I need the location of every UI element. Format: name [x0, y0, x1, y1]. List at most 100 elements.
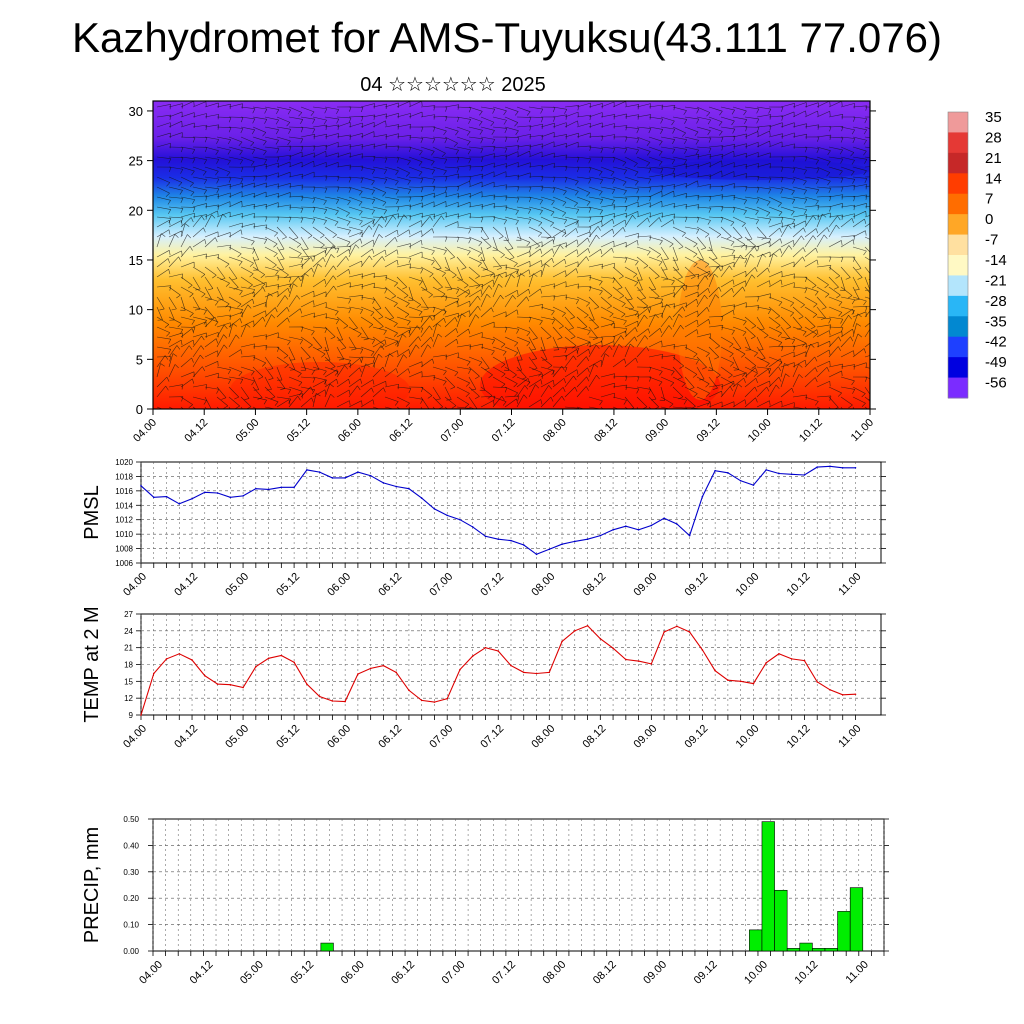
wind-barb	[528, 373, 543, 378]
wind-barb-flag	[526, 296, 530, 302]
wind-barb	[804, 146, 819, 149]
wind-barb-flag	[826, 227, 830, 233]
wind-barb-flag	[355, 244, 360, 249]
wind-barb-flag	[477, 262, 482, 267]
x-tick-label: 05.00	[234, 417, 262, 445]
wind-barb	[408, 136, 423, 139]
wind-barb-flag	[780, 177, 784, 183]
wind-barb-flag	[433, 105, 436, 111]
wind-barb	[492, 336, 506, 345]
wind-barb	[528, 366, 542, 373]
wind-barb	[696, 126, 711, 131]
wind-barb	[744, 141, 759, 148]
wind-barb	[336, 362, 351, 368]
wind-barb	[384, 353, 390, 368]
wind-barb-flag	[179, 190, 183, 195]
wind-barb	[480, 153, 495, 158]
wind-barb-flag	[429, 325, 433, 331]
wind-barb	[432, 116, 447, 118]
wind-barb	[792, 306, 804, 317]
wind-barb-flag	[575, 191, 579, 196]
wind-barb-flag	[816, 148, 820, 154]
wind-barb	[660, 344, 675, 348]
data-point	[344, 700, 346, 703]
wind-barb-flag	[804, 199, 808, 204]
wind-barb	[816, 316, 831, 320]
wind-barb	[828, 114, 843, 118]
wind-barb-flag	[217, 204, 220, 210]
wind-barb	[840, 276, 846, 291]
wind-barb-flag	[840, 318, 844, 324]
wind-barb-flag	[324, 328, 328, 334]
wind-barb-flag	[649, 367, 652, 373]
wind-barb-flag	[431, 260, 435, 266]
wind-barb	[720, 366, 733, 376]
wind-barb-flag	[613, 336, 616, 342]
wind-barb	[312, 250, 326, 258]
wind-barb-flag	[737, 237, 743, 240]
wind-barb-flag	[781, 106, 784, 112]
wind-barb-flag	[672, 219, 675, 225]
wind-barb-flag	[878, 205, 879, 210]
wind-barb-flag	[431, 228, 434, 234]
wind-barb-flag	[262, 362, 266, 367]
wind-barb	[228, 396, 240, 407]
wind-barb	[816, 265, 831, 268]
wind-barb	[168, 332, 183, 338]
wind-barb	[588, 176, 603, 180]
wind-barb	[588, 146, 603, 149]
wind-barb	[720, 261, 735, 268]
x-tick-label: 04.00	[121, 723, 149, 751]
data-point	[433, 701, 436, 703]
wind-barb-flag	[848, 315, 852, 320]
wind-barb	[756, 280, 770, 288]
wind-barb-flag	[532, 368, 538, 371]
wind-barb	[216, 146, 231, 151]
wind-barb	[768, 366, 779, 378]
wind-barb	[756, 316, 765, 330]
wind-barb	[804, 110, 818, 118]
wind-barb-flag	[640, 297, 646, 300]
wind-barb	[444, 166, 459, 169]
wind-barb	[624, 201, 639, 208]
wind-barb	[276, 226, 287, 238]
wind-barb	[492, 226, 504, 237]
wind-barb-flag	[280, 388, 286, 391]
wind-barb-flag	[249, 273, 254, 278]
wind-barb	[264, 275, 279, 278]
wind-barb-flag	[646, 162, 651, 167]
wind-barb-flag	[648, 389, 652, 394]
data-point	[650, 524, 653, 527]
wind-barb	[816, 395, 831, 398]
wind-barb-flag	[517, 395, 520, 401]
wind-barb-flag	[313, 291, 315, 297]
wind-barb-flag	[588, 178, 592, 184]
wind-barb	[300, 226, 313, 236]
wind-barb-flag	[729, 386, 733, 391]
wind-barb	[696, 356, 707, 368]
y-tick-label: 15	[124, 677, 133, 686]
wind-barb	[624, 320, 638, 328]
wind-barb-flag	[791, 339, 795, 345]
wind-barb	[264, 162, 279, 168]
wind-barb	[804, 296, 818, 305]
wind-barb-flag	[454, 317, 458, 322]
wind-barb	[720, 279, 734, 288]
wind-barb	[360, 239, 374, 248]
wind-barb-flag	[161, 233, 166, 237]
wind-barb-flag	[360, 349, 364, 354]
wind-barb-flag	[503, 219, 507, 225]
data-point	[318, 695, 321, 698]
wind-barb	[252, 396, 267, 401]
wind-barb	[360, 379, 374, 388]
wind-barb-flag	[349, 246, 352, 252]
wind-barb	[312, 356, 320, 370]
wind-barb-flag	[811, 285, 817, 289]
wind-barb	[492, 386, 507, 388]
wind-barb	[204, 306, 215, 318]
wind-barb	[648, 212, 663, 218]
data-point	[688, 631, 691, 633]
wind-barb-flag	[488, 374, 493, 379]
wind-barb	[552, 226, 566, 234]
wind-barb	[336, 216, 351, 222]
